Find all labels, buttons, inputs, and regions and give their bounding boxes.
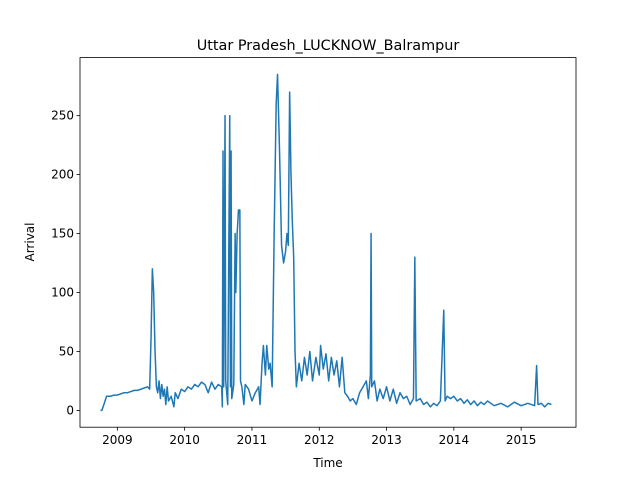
x-tick-label: 2015 [506, 433, 537, 447]
y-tick-label: 200 [51, 168, 74, 182]
y-tick-label: 150 [51, 227, 74, 241]
data-line [100, 73, 552, 412]
y-tick-label: 50 [59, 344, 74, 358]
plot-area [100, 73, 552, 412]
x-tick-label: 2011 [237, 433, 268, 447]
y-tick-label: 250 [51, 109, 74, 123]
x-tick-label: 2010 [169, 433, 200, 447]
x-tick-label: 2012 [304, 433, 335, 447]
x-tick-label: 2014 [439, 433, 470, 447]
y-tick-label: 100 [51, 286, 74, 300]
axes-frame [79, 57, 577, 428]
x-tick-label: 2013 [371, 433, 402, 447]
x-tick-label: 2009 [102, 433, 133, 447]
y-tick-label: 0 [66, 403, 74, 417]
chart-title: Uttar Pradesh_LUCKNOW_Balrampur [197, 38, 460, 54]
y-axis-label: Arrival [23, 223, 37, 262]
x-axis-label: Time [312, 456, 342, 470]
